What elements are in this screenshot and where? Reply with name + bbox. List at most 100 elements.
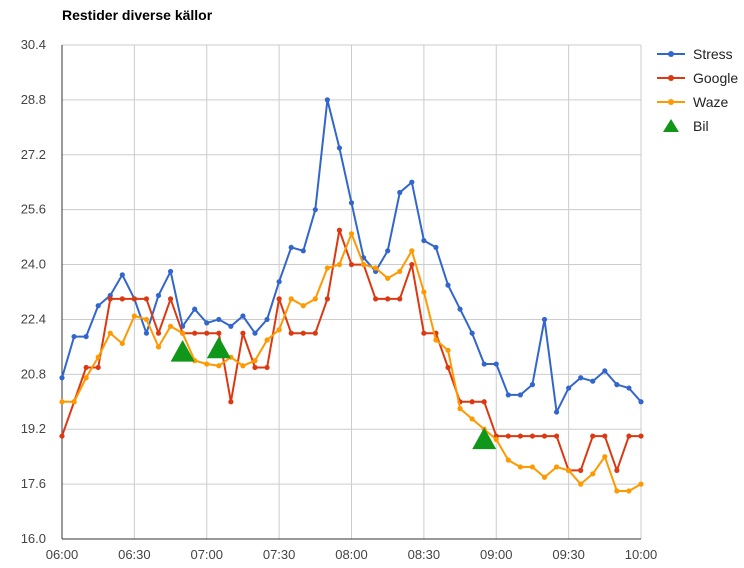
data-point-stress [348, 200, 355, 206]
data-point-stress [578, 375, 584, 381]
data-point-google [445, 364, 451, 371]
data-point-waze [553, 464, 560, 470]
legend-swatch [668, 75, 674, 81]
data-point-waze [469, 416, 475, 422]
data-point-stress [541, 316, 548, 323]
data-point-waze [505, 457, 511, 463]
data-point-google [348, 261, 355, 268]
data-point-stress [288, 244, 294, 251]
data-point-stress [529, 382, 536, 388]
data-point-waze [288, 296, 294, 302]
data-point-google [638, 433, 644, 439]
data-point-google [469, 399, 475, 405]
gridlines [61, 44, 642, 539]
data-point-waze [566, 467, 572, 473]
data-point-stress [385, 248, 391, 254]
data-point-waze [312, 296, 318, 302]
data-point-stress [457, 306, 463, 312]
y-tick-label: 30.4 [21, 37, 46, 52]
data-point-google [481, 399, 487, 405]
plot-area [59, 97, 644, 494]
data-point-stress [397, 189, 403, 196]
data-point-google [264, 364, 270, 371]
data-point-waze [71, 399, 77, 405]
data-point-stress [433, 244, 439, 251]
y-tick-label: 22.4 [21, 311, 46, 326]
data-point-google [252, 364, 258, 371]
data-point-waze [336, 261, 343, 268]
data-point-stress [614, 382, 620, 388]
series-waze [59, 231, 644, 494]
data-point-google [228, 399, 234, 405]
data-point-google [131, 296, 137, 302]
data-point-waze [204, 361, 210, 367]
data-point-google [324, 296, 330, 302]
data-point-bil [170, 340, 195, 362]
data-point-google [204, 330, 210, 336]
data-point-stress [143, 330, 150, 336]
data-point-waze [107, 330, 113, 336]
data-point-google [336, 227, 343, 233]
data-point-stress [469, 330, 475, 336]
data-point-waze [517, 464, 523, 470]
data-point-waze [143, 316, 150, 323]
y-tick-label: 20.8 [21, 366, 46, 381]
series-stress [59, 97, 644, 415]
legend-label: Stress [693, 46, 733, 62]
legend: Stress Google Waze Bil [657, 46, 738, 134]
data-point-google [288, 330, 294, 336]
data-point-stress [493, 361, 499, 367]
y-tick-label: 25.6 [21, 202, 46, 217]
data-point-waze [324, 265, 330, 271]
data-point-stress [276, 279, 282, 285]
y-tick-label: 19.2 [21, 421, 46, 436]
data-point-google [602, 433, 608, 439]
data-point-bil [472, 427, 497, 450]
data-point-waze [192, 358, 198, 364]
x-tick-label: 07:00 [190, 547, 223, 562]
data-point-stress [445, 282, 451, 288]
data-point-stress [252, 330, 258, 336]
data-point-waze [433, 337, 439, 343]
legend-swatch [668, 99, 674, 105]
data-point-google [192, 330, 198, 336]
legend-item-stress: Stress [657, 46, 733, 62]
y-tick-label: 24.0 [21, 257, 46, 272]
data-point-waze [216, 363, 222, 369]
data-point-google [155, 330, 162, 336]
data-point-waze [155, 344, 162, 350]
x-tick-label: 08:30 [408, 547, 441, 562]
data-point-stress [300, 248, 306, 254]
data-point-waze [252, 358, 258, 364]
data-point-google [397, 296, 403, 302]
data-point-waze [348, 231, 355, 237]
data-point-stress [590, 378, 596, 384]
data-point-waze [397, 268, 403, 275]
data-point-stress [155, 292, 162, 299]
data-point-stress [192, 306, 198, 312]
data-point-waze [167, 323, 174, 329]
data-point-waze [300, 303, 306, 309]
data-point-waze [228, 354, 234, 360]
data-point-waze [83, 375, 89, 381]
x-tick-label: 10:00 [625, 547, 658, 562]
data-point-stress [312, 207, 318, 213]
data-point-waze [457, 406, 463, 412]
legend-label: Bil [693, 118, 709, 134]
data-point-waze [240, 363, 246, 369]
legend-item-google: Google [657, 70, 738, 86]
y-tick-label: 17.6 [21, 476, 46, 491]
data-point-stress [336, 145, 343, 151]
legend-label: Waze [693, 94, 728, 110]
data-point-stress [95, 303, 101, 309]
data-point-stress [83, 333, 89, 340]
data-point-stress [409, 179, 415, 185]
data-point-stress [602, 368, 608, 374]
data-point-waze [360, 261, 367, 268]
series-bil [170, 336, 497, 450]
data-point-stress [626, 385, 632, 391]
data-point-stress [566, 385, 572, 391]
data-point-waze [131, 313, 137, 319]
data-point-waze [578, 481, 584, 487]
